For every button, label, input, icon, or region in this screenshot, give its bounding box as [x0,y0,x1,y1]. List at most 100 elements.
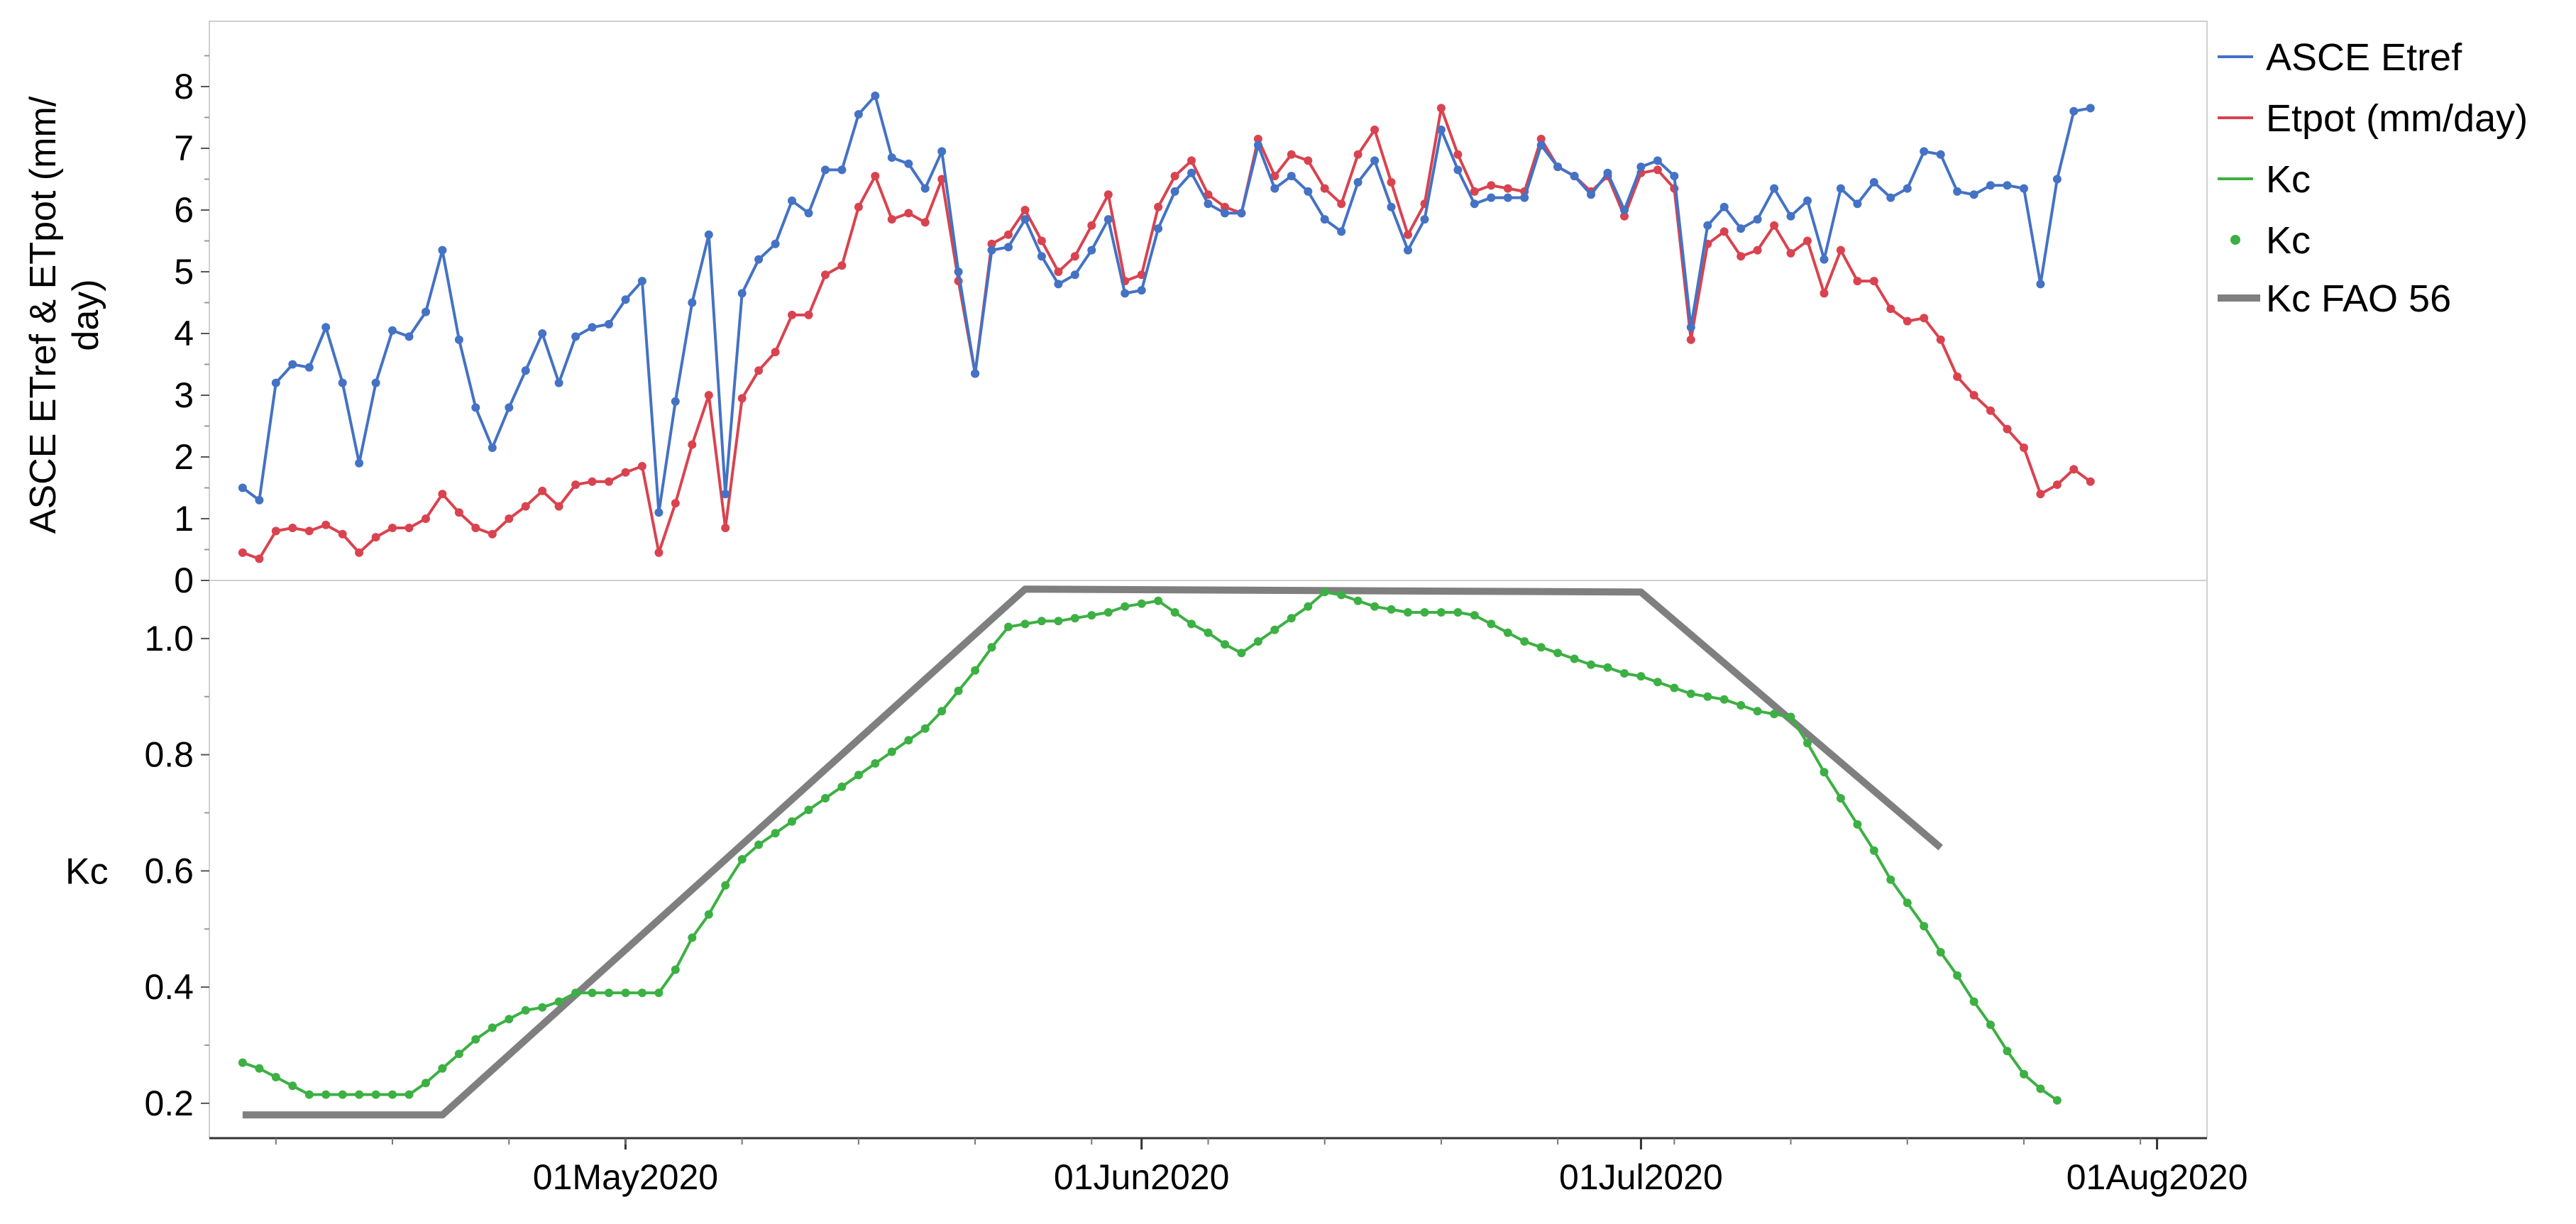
kc-point [920,724,930,733]
kc-fao56-line [242,585,1943,1119]
asce-etref-point [721,490,730,499]
asce-etref-point [1304,187,1313,196]
top-y-tick-label: 7 [174,128,194,168]
etpot-point [1620,211,1629,221]
asce-etref-point [920,184,930,193]
top-panel-frame [209,21,2208,581]
asce-etref-point [804,209,813,218]
kc-point [1470,611,1479,620]
bottom-y-tick-label: 0.6 [144,851,194,891]
kc-point [1820,768,1829,777]
etpot-point [821,270,830,280]
top-y-tick-label: 5 [174,252,194,292]
etpot-point [355,548,364,557]
asce-etref-point [321,323,331,332]
bottom-y-tick-label: 1.0 [144,619,194,658]
kc-point [1953,971,1962,980]
etpot-point [1753,246,1762,255]
etpot-point [1453,150,1463,159]
kc-point [721,881,730,890]
asce-etref-point [371,378,380,387]
kc-point [538,1003,547,1012]
kc-point [371,1090,380,1099]
kc-point [1520,637,1529,646]
kc-point [688,933,697,942]
kc-point [1087,611,1096,620]
kc-point [804,805,813,815]
asce-etref-point [621,295,630,304]
kc-point [771,829,780,838]
kc-point [1670,683,1679,693]
asce-etref-point [1420,215,1429,224]
etpot-point [338,529,347,539]
etpot-point [1404,230,1412,239]
etpot-point [1920,314,1929,323]
etpot-point [554,502,563,511]
kc-point [571,988,580,998]
asce-etref-point [1204,199,1213,209]
kc-point [422,1079,430,1088]
bottom-y-axis-title: Kc [65,851,109,892]
asce-etref-point [1603,168,1612,177]
etpot-point [1953,372,1962,381]
asce-etref-point [1803,196,1812,205]
asce-etref-point [2069,106,2079,116]
etpot-point [1653,165,1662,175]
etpot-point [1686,335,1695,344]
etpot-point [737,394,747,403]
etpot-point [238,548,247,557]
etpot-point [1719,227,1729,236]
etpot-point [605,477,613,486]
asce-etref-point [2036,280,2045,289]
etpot-point [1070,252,1079,261]
top-y-tick-label: 1 [174,499,194,539]
asce-etref-point [1054,280,1063,289]
kc-point [1287,614,1296,623]
asce-etref-point [1570,172,1579,181]
kc-point [1986,1020,1995,1030]
kc-point [1387,605,1396,614]
etpot-point [1503,184,1512,193]
kc-point [1020,619,1030,629]
asce-etref-point [1470,199,1479,209]
asce-etref-point [488,443,497,452]
kc-line [242,590,2059,1102]
etpot-point [1353,150,1363,159]
asce-etref-point [1836,184,1845,193]
asce-etref-point [288,360,297,369]
etpot-point [1287,150,1296,159]
etpot-line [242,106,2091,561]
etpot-point [304,526,314,536]
kc-point [1004,622,1013,632]
kc-point [987,643,996,652]
etpot-point [1936,335,1945,344]
asce-etref-point [2003,181,2012,190]
asce-etref-point [1853,199,1862,209]
asce-etref-point [1620,206,1629,214]
kc-point [1869,846,1878,855]
etpot-point [2036,490,2045,499]
kc-point [1770,710,1779,719]
etpot-point [1204,190,1213,199]
etpot-point [321,520,331,529]
etpot-point [1103,190,1113,199]
asce-etref-point [1520,193,1529,202]
kc-point [821,794,830,803]
asce-etref-point [1221,209,1229,218]
kc-point [1187,619,1196,629]
etpot-point [804,310,813,319]
kc-point [1253,637,1262,646]
kc-point [1753,707,1762,716]
kc-point [605,988,613,998]
asce-etref-point [271,378,280,387]
etpot-point [288,524,297,532]
asce-etref-point [1154,224,1163,233]
kc-point [788,817,796,826]
kc-point [1853,820,1862,829]
kc-point [1920,922,1929,931]
asce-etref-point [1137,286,1146,295]
kc-point [704,910,713,919]
asce-etref-point [1453,165,1463,175]
